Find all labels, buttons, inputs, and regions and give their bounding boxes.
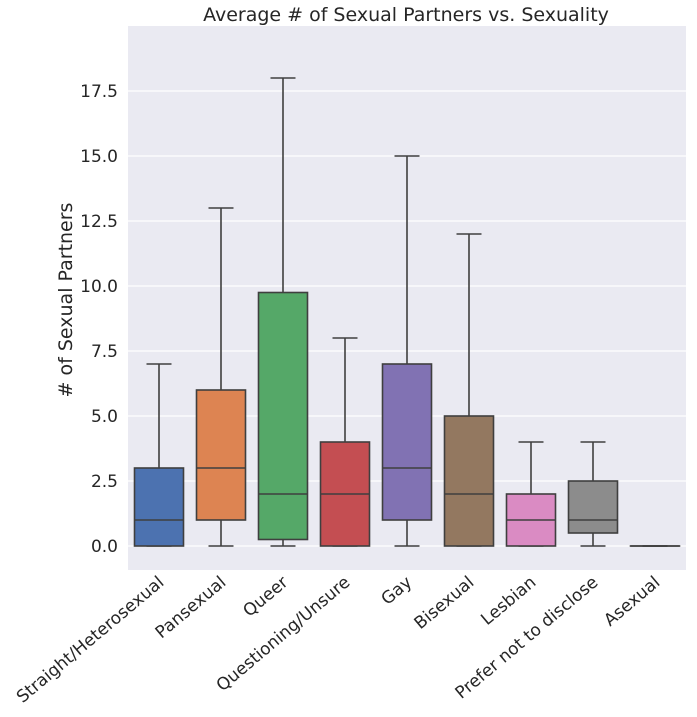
box-body xyxy=(381,363,433,521)
chart-title: Average # of Sexual Partners vs. Sexuali… xyxy=(203,4,609,26)
boxes-group xyxy=(133,77,681,547)
box-queer xyxy=(257,77,309,547)
y-tick-label: 10.0 xyxy=(80,277,118,297)
y-tick-label: 0.0 xyxy=(91,537,118,557)
y-tick-label: 5.0 xyxy=(91,407,118,427)
x-tick-label: Bisexual xyxy=(411,573,479,634)
box-lesbian xyxy=(505,441,557,547)
box-body xyxy=(195,389,247,521)
box-body xyxy=(567,480,619,534)
y-tick-label: 12.5 xyxy=(80,212,118,232)
box-prefer-not-to-disclose xyxy=(567,441,619,547)
box-body xyxy=(257,291,309,541)
y-tick-label: 17.5 xyxy=(80,82,118,102)
y-tick-labels: 0.0 2.5 5.0 7.5 10.0 12.5 15.0 17.5 xyxy=(80,82,118,557)
y-tick-label: 2.5 xyxy=(91,472,118,492)
box-gay xyxy=(381,155,433,547)
y-tick-label: 7.5 xyxy=(91,342,118,362)
x-tick-label: Asexual xyxy=(600,573,664,631)
box-straight-heterosexual xyxy=(133,363,185,547)
box-body xyxy=(133,467,185,547)
box-pansexual xyxy=(195,207,247,547)
box-body xyxy=(443,415,495,547)
box-questioning-unsure xyxy=(319,337,371,547)
x-tick-label: Straight/Heterosexual xyxy=(13,573,168,708)
y-tick-label: 15.0 xyxy=(80,147,118,167)
x-tick-label: Queer xyxy=(239,573,292,622)
box-bisexual xyxy=(443,233,495,547)
x-tick-label: Gay xyxy=(378,573,417,610)
y-axis-label: # of Sexual Partners xyxy=(55,203,77,398)
